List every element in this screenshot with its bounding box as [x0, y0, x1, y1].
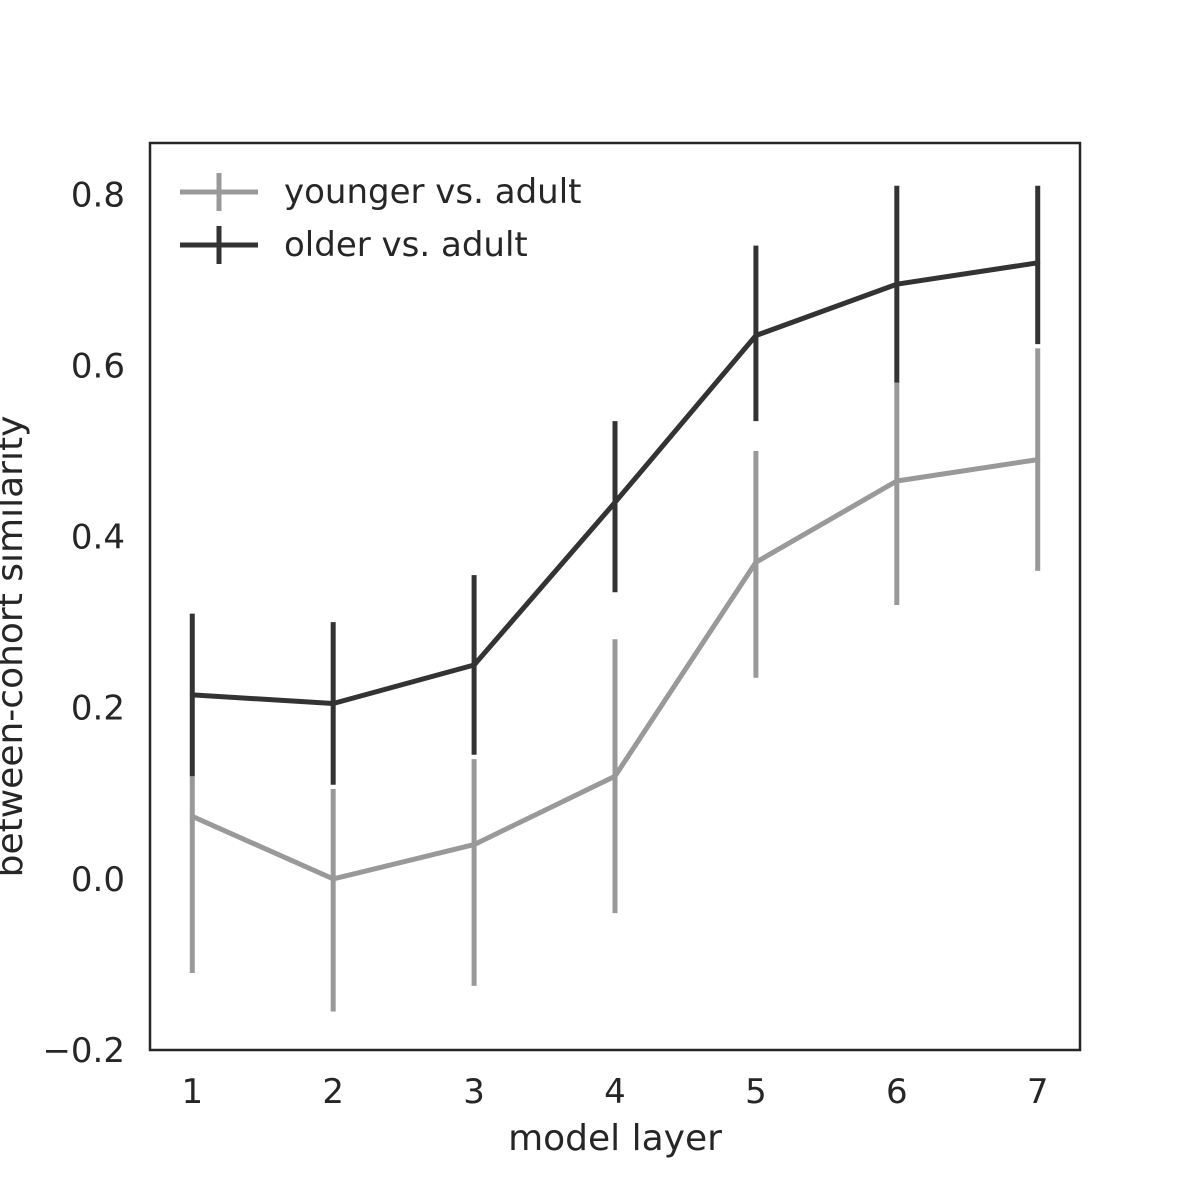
tick-layer: 1 2 3 4 5 6 7 −0.2 0.0 0.2 0.4 0.6 0.8 [42, 175, 1048, 1112]
y-axis-label: between-cohort similarity [0, 416, 31, 878]
legend: younger vs. adult older vs. adult [180, 172, 582, 265]
y-tick-label: −0.2 [42, 1031, 125, 1071]
legend-label: younger vs. adult [284, 172, 582, 212]
x-tick-label: 3 [463, 1072, 485, 1112]
x-tick-label: 6 [886, 1072, 908, 1112]
x-tick-label: 4 [604, 1072, 626, 1112]
y-tick-label: 0.8 [71, 175, 125, 215]
series-layer [189, 185, 1041, 1012]
y-tick-label: 0.4 [71, 518, 125, 558]
x-tick-label: 7 [1027, 1072, 1049, 1112]
y-tick-label: 0.2 [71, 689, 125, 729]
x-axis-label: model layer [508, 1118, 722, 1159]
x-tick-label: 1 [181, 1072, 203, 1112]
series-2 [189, 185, 1041, 785]
plot-frame [148, 141, 1082, 1052]
x-tick-label: 2 [322, 1072, 344, 1112]
series-1 [189, 348, 1041, 1012]
legend-label: older vs. adult [284, 225, 528, 265]
y-tick-label: 0.6 [71, 346, 125, 386]
x-tick-label: 5 [745, 1072, 767, 1112]
y-tick-label: 0.0 [71, 860, 125, 900]
